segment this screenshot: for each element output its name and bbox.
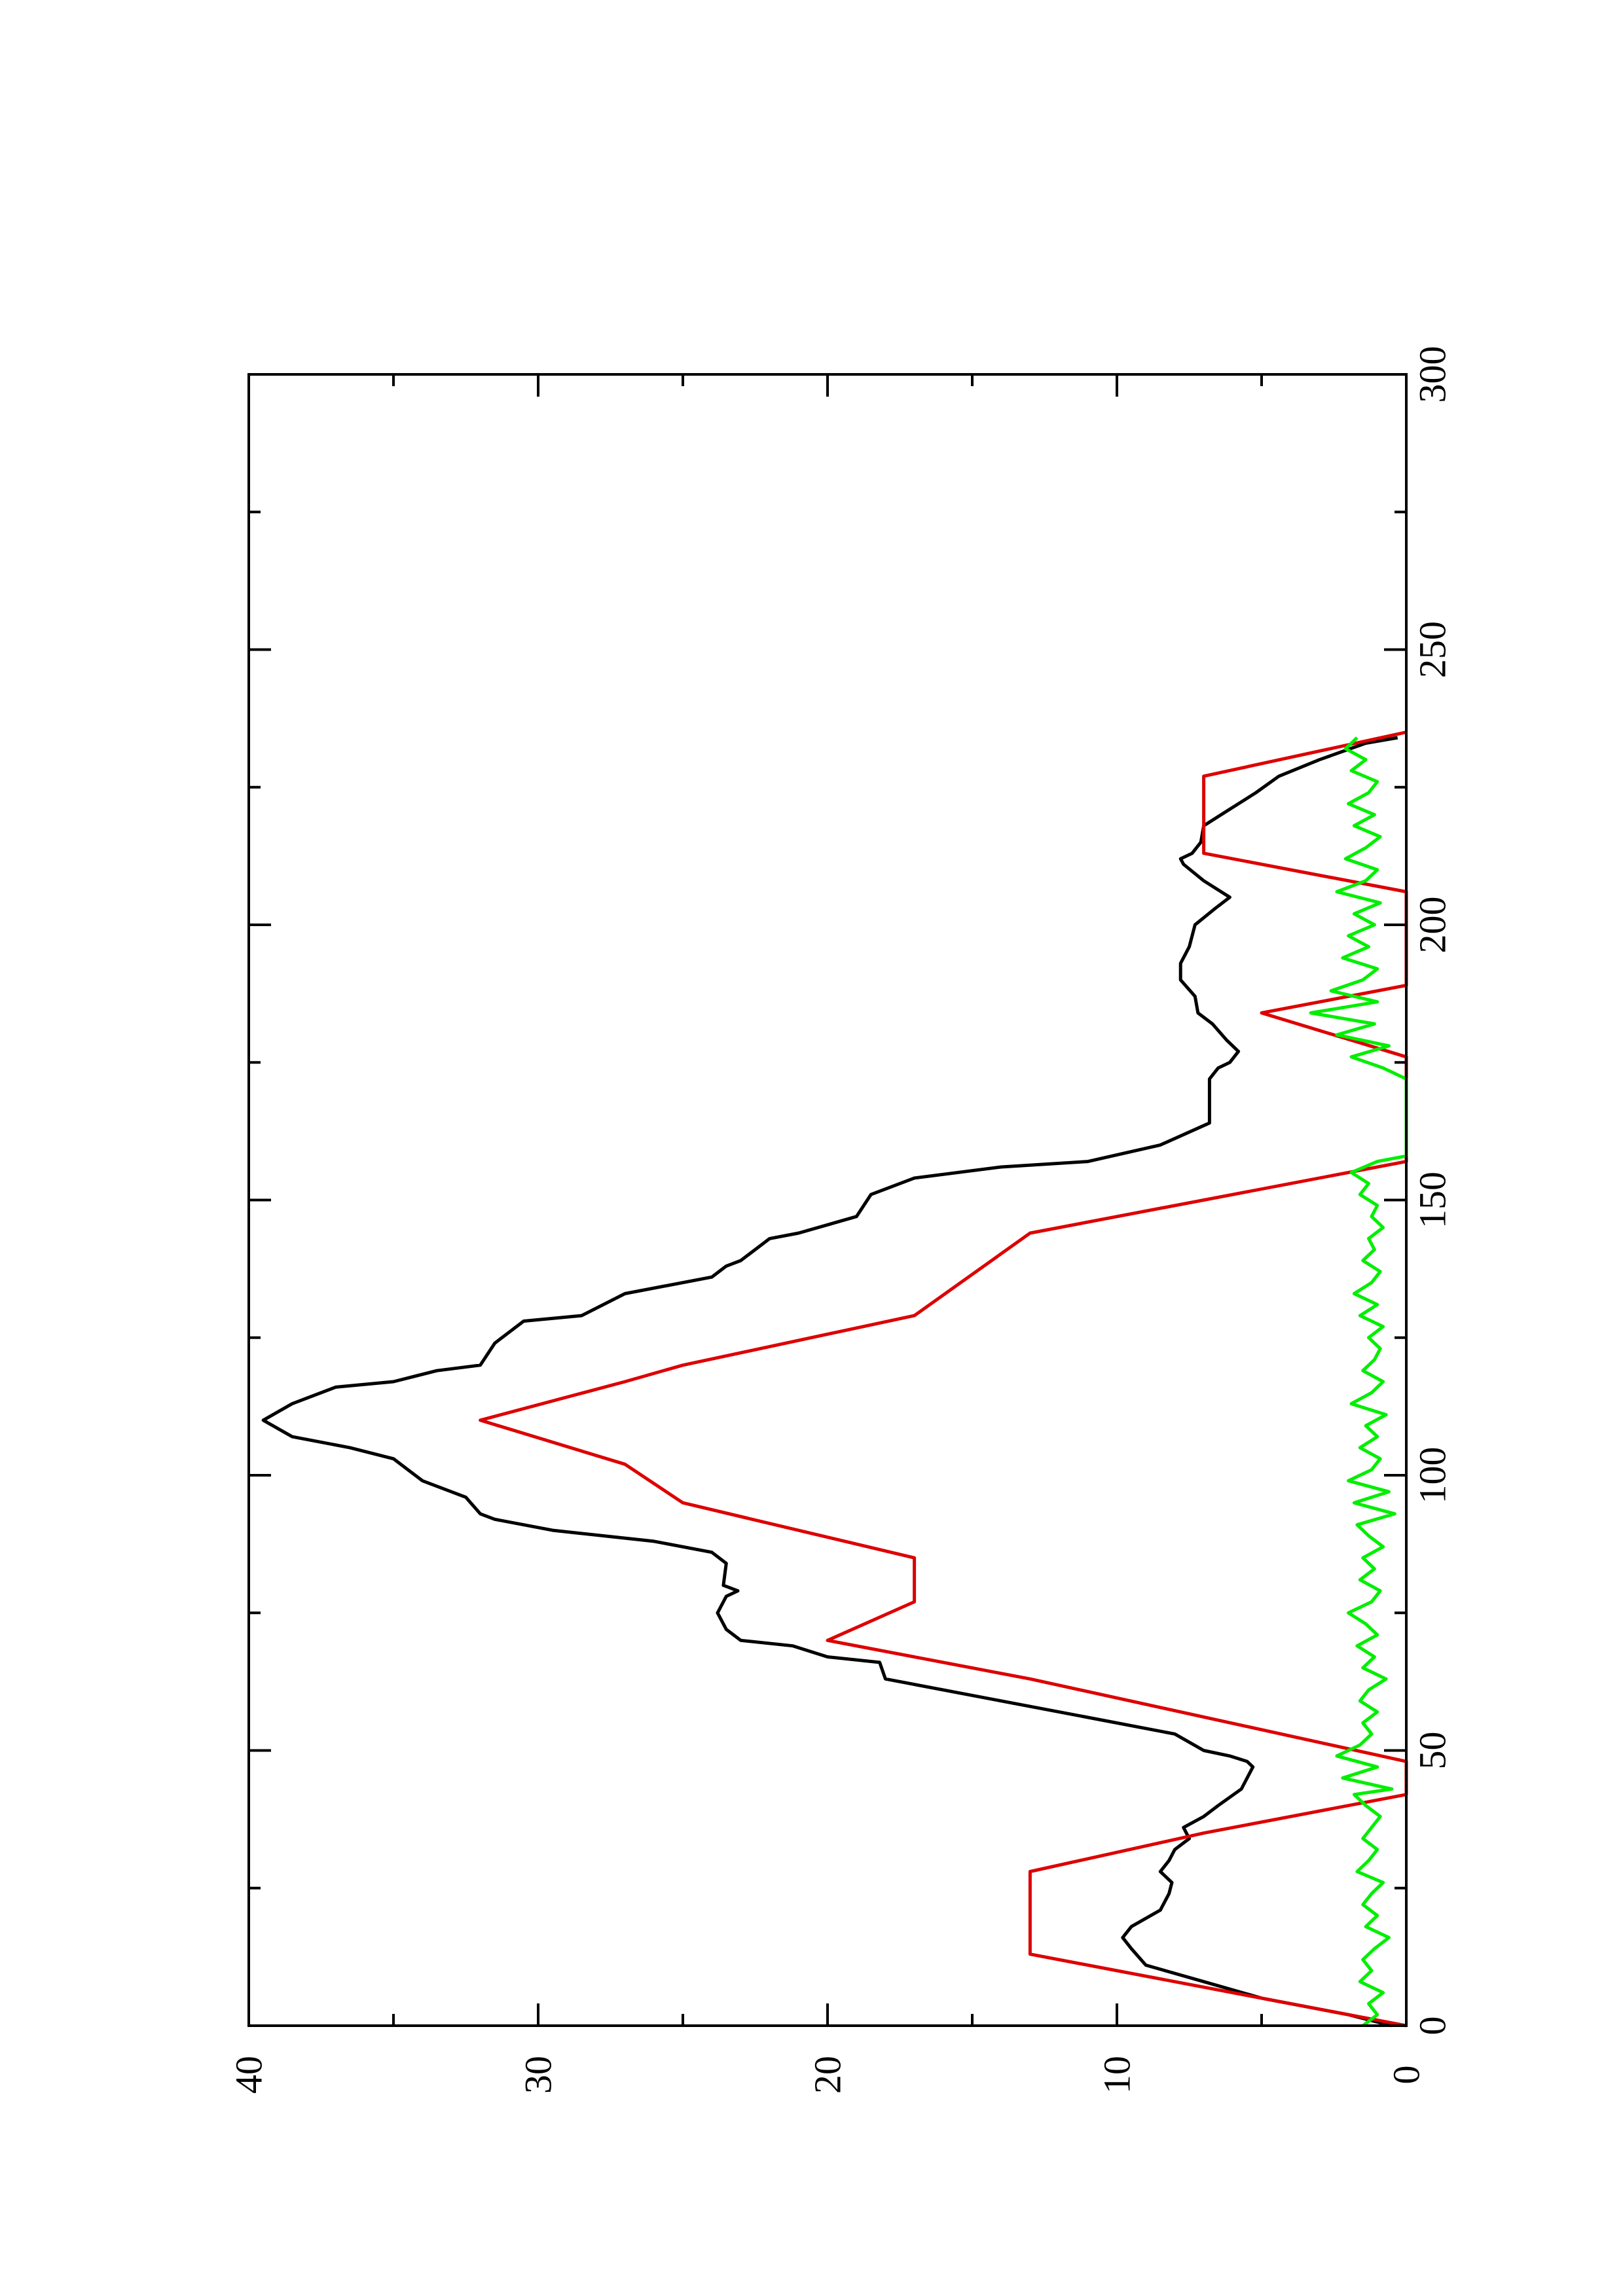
series-line-2 [479, 730, 1408, 2028]
x-tick-label: 100 [1412, 1447, 1454, 1504]
x-tick-label: 50 [1412, 1732, 1454, 1770]
y-tick-label: 30 [517, 2056, 560, 2094]
plot-area [261, 730, 1408, 2028]
x-tick-label: 0 [1412, 2017, 1454, 2036]
series-line-3 [1309, 736, 1408, 2027]
y-tick-label: 40 [228, 2056, 270, 2094]
y-tick-label: 20 [807, 2056, 849, 2094]
x-tick-label: 300 [1412, 346, 1454, 403]
series-line-1 [261, 736, 1398, 2028]
y-tick-label: 10 [1096, 2056, 1139, 2094]
x-tick-label: 150 [1412, 1172, 1454, 1229]
x-tick-label: 200 [1412, 897, 1454, 954]
plot-frame [247, 373, 1408, 2027]
x-tick-label: 250 [1412, 621, 1454, 678]
y-tick-label: 0 [1385, 2066, 1428, 2085]
axis-ticks [247, 373, 1408, 2027]
tick-labels: 0 50 100 150 200 250 300 0 10 20 30 40 [228, 346, 1454, 2094]
